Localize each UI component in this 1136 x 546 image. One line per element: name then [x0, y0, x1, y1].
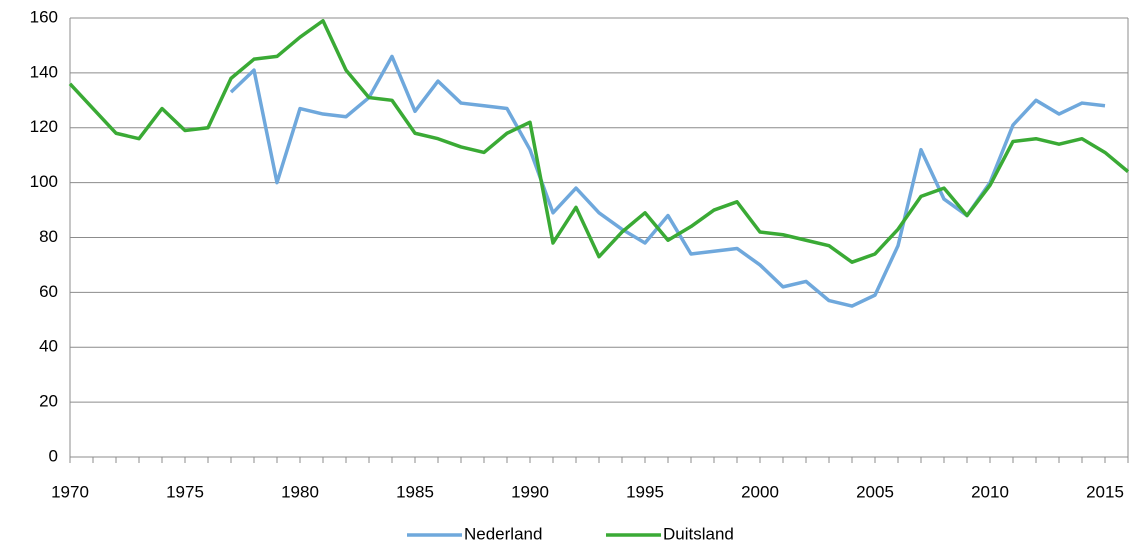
x-tick-label: 2015: [1086, 482, 1124, 501]
y-tick-label: 160: [30, 7, 58, 26]
y-tick-label: 120: [30, 117, 58, 136]
y-tick-label: 40: [39, 337, 58, 356]
legend-label: Nederland: [464, 524, 542, 543]
y-tick-label: 140: [30, 62, 58, 81]
series-line: [68, 18, 1130, 264]
y-tick-label: 80: [39, 227, 58, 246]
x-tick-label: 1980: [281, 482, 319, 501]
y-tick-label: 60: [39, 282, 58, 301]
x-tick-label: 1990: [511, 482, 549, 501]
y-tick-label: 100: [30, 172, 58, 191]
x-tick-label: 1970: [51, 482, 89, 501]
x-tick-label: 1995: [626, 482, 664, 501]
x-tick-label: 2005: [856, 482, 894, 501]
series-line: [229, 54, 1106, 308]
x-tick-label: 1975: [166, 482, 204, 501]
legend-label: Duitsland: [663, 524, 734, 543]
x-tick-label: 2010: [971, 482, 1009, 501]
x-tick-label: 1985: [396, 482, 434, 501]
y-tick-label: 20: [39, 392, 58, 411]
y-tick-label: 0: [49, 446, 58, 465]
x-tick-label: 2000: [741, 482, 779, 501]
